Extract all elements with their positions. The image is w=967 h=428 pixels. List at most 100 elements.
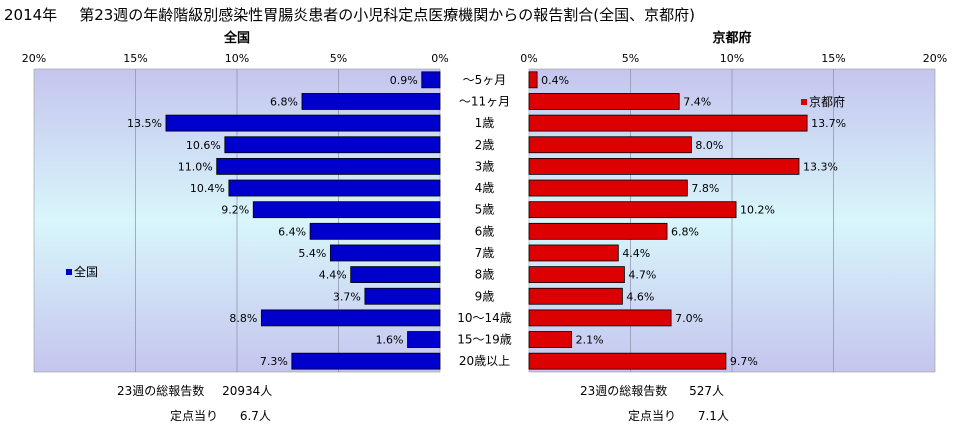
- kyoto-data-label: 8.0%: [695, 139, 723, 152]
- national-tick-label: 15%: [123, 52, 147, 65]
- kyoto-bar: [528, 266, 625, 284]
- national-panel-title: 全国: [223, 30, 250, 46]
- national-total-label: 23週の総報告数: [117, 384, 205, 398]
- kyoto-tick-label: 20%: [923, 52, 947, 65]
- national-bar: [260, 309, 441, 327]
- national-tick-label: 5%: [330, 52, 347, 65]
- kyoto-bar: [528, 201, 737, 219]
- national-data-label: 4.4%: [319, 269, 347, 282]
- kyoto-legend-label: 京都府: [809, 94, 845, 109]
- kyoto-tick-label: 10%: [720, 52, 744, 65]
- national-data-label: 6.4%: [278, 225, 306, 238]
- title-year: 2014年: [4, 6, 58, 24]
- category-label: 20歳以上: [459, 354, 510, 368]
- kyoto-bar: [528, 352, 727, 370]
- national-bar: [407, 331, 441, 348]
- kyoto-data-label: 4.7%: [628, 269, 656, 282]
- category-label: ～11ヶ月: [459, 94, 510, 108]
- national-per-value: 6.7人: [239, 409, 271, 423]
- category-label: 4歳: [475, 181, 495, 195]
- national-data-label: 1.6%: [376, 334, 404, 347]
- national-bar: [301, 93, 441, 110]
- national-tick-label: 20%: [22, 52, 46, 65]
- national-tick-label: 10%: [225, 52, 249, 65]
- national-bar: [216, 157, 441, 175]
- category-label: 5歳: [475, 203, 495, 217]
- category-label: 15～19歳: [457, 333, 512, 347]
- kyoto-tick-label: 15%: [821, 52, 845, 65]
- category-label: 10～14歳: [457, 311, 512, 325]
- national-legend-label: 全国: [74, 264, 98, 279]
- title-text: 第23週の年齢階級別感染性胃腸炎患者の小児科定点医療機関からの報告割合(全国、京…: [79, 6, 695, 24]
- category-label: 9歳: [475, 289, 495, 303]
- kyoto-data-label: 10.2%: [740, 204, 775, 217]
- kyoto-data-label: 13.3%: [803, 160, 838, 173]
- national-data-label: 10.6%: [186, 139, 221, 152]
- national-data-label: 6.8%: [270, 95, 298, 108]
- category-label: 2歳: [475, 138, 495, 152]
- kyoto-tick-label: 5%: [622, 52, 639, 65]
- kyoto-data-label: 7.4%: [683, 95, 711, 108]
- kyoto-bar: [528, 179, 688, 197]
- national-data-label: 9.2%: [221, 204, 249, 217]
- national-bar: [252, 201, 441, 219]
- kyoto-data-label: 7.8%: [691, 182, 719, 195]
- kyoto-data-label: 7.0%: [675, 312, 703, 325]
- national-data-label: 0.9%: [390, 74, 418, 87]
- kyoto-data-label: 2.1%: [576, 334, 604, 347]
- kyoto-tick-label: 0%: [520, 52, 537, 65]
- national-per-label: 定点当り: [170, 409, 219, 423]
- category-label: ～5ヶ月: [463, 73, 507, 87]
- kyoto-bar: [528, 331, 573, 348]
- national-bar: [291, 352, 441, 370]
- national-data-label: 7.3%: [260, 355, 288, 368]
- kyoto-per-value: 7.1人: [697, 409, 729, 423]
- national-data-label: 5.4%: [298, 247, 326, 260]
- national-bar: [364, 287, 441, 305]
- kyoto-footer-per: 定点当り 7.1人: [628, 407, 729, 424]
- national-data-label: 13.5%: [127, 117, 162, 130]
- kyoto-total-label: 23週の総報告数: [580, 384, 668, 398]
- kyoto-per-label: 定点当り: [628, 409, 677, 423]
- national-bar: [309, 222, 441, 240]
- kyoto-bar: [528, 93, 680, 110]
- national-bar: [329, 244, 441, 262]
- kyoto-bar: [528, 136, 692, 154]
- national-footer-per: 定点当り 6.7人: [170, 407, 271, 424]
- kyoto-panel-title: 京都府: [712, 30, 751, 46]
- national-tick-label: 0%: [431, 52, 448, 65]
- kyoto-footer-total: 23週の総報告数 527人: [580, 382, 724, 399]
- national-bar: [224, 136, 441, 154]
- national-total-value: 20934人: [222, 384, 273, 398]
- kyoto-data-label: 0.4%: [541, 74, 569, 87]
- kyoto-data-label: 9.7%: [730, 355, 758, 368]
- kyoto-bar: [528, 309, 672, 327]
- kyoto-bar: [528, 71, 538, 89]
- kyoto-bar: [528, 222, 668, 240]
- kyoto-legend-swatch: [801, 99, 807, 105]
- kyoto-data-label: 6.8%: [671, 225, 699, 238]
- category-label: 3歳: [475, 159, 495, 173]
- national-legend-swatch: [66, 269, 72, 275]
- chart-title: 2014年 第23週の年齢階級別感染性胃腸炎患者の小児科定点医療機関からの報告割合…: [4, 4, 695, 25]
- kyoto-total-value: 527人: [689, 384, 725, 398]
- category-label: 8歳: [475, 268, 495, 282]
- national-bar: [165, 114, 441, 132]
- kyoto-bar: [528, 114, 808, 132]
- kyoto-data-label: 13.7%: [811, 117, 846, 130]
- kyoto-bar: [528, 287, 623, 305]
- national-data-label: 8.8%: [229, 312, 257, 325]
- category-label: 7歳: [475, 246, 495, 260]
- national-bar: [421, 71, 441, 89]
- kyoto-bar: [528, 157, 800, 175]
- national-bar: [228, 179, 441, 197]
- kyoto-data-label: 4.6%: [626, 290, 654, 303]
- national-footer-total: 23週の総報告数 20934人: [117, 382, 272, 399]
- category-label: 1歳: [475, 116, 495, 130]
- national-data-label: 10.4%: [190, 182, 225, 195]
- national-data-label: 11.0%: [178, 160, 213, 173]
- kyoto-bar: [528, 244, 619, 262]
- category-label: 6歳: [475, 224, 495, 238]
- kyoto-data-label: 4.4%: [622, 247, 650, 260]
